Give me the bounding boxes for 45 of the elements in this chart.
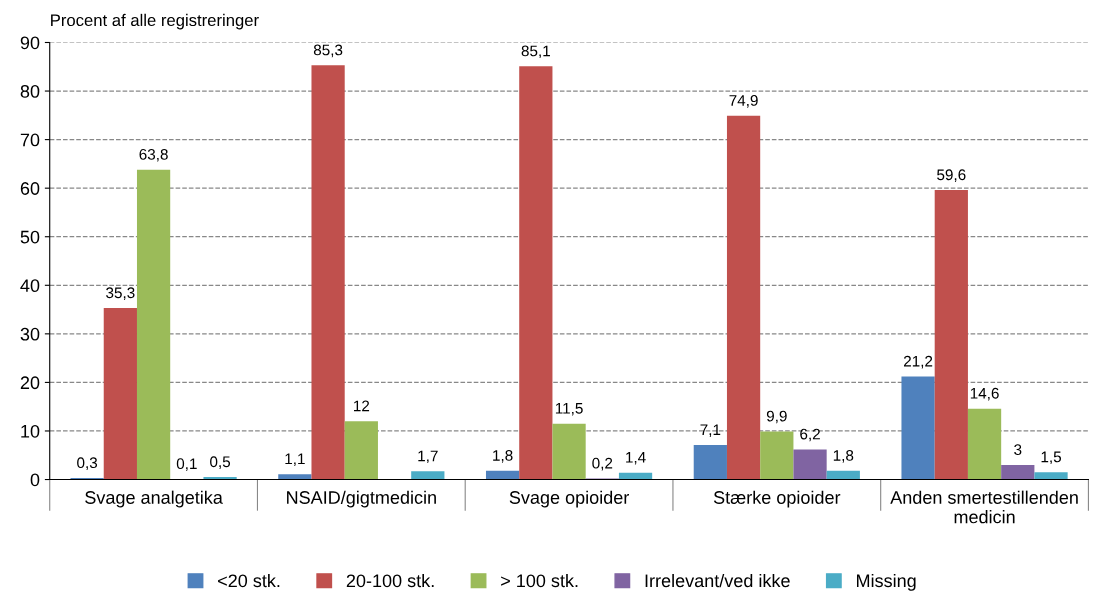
- y-tick-label: 10: [21, 424, 40, 438]
- data-label: 9,9: [766, 410, 787, 424]
- data-label: 1,8: [833, 450, 854, 463]
- x-tick-label: Svage opioider: [509, 490, 630, 508]
- x-tick-label: Stærke opioider: [713, 490, 841, 508]
- legend-label: Irrelevant/ved ikke: [645, 573, 790, 588]
- x-tick-label: NSAID/gigtmedicin: [287, 490, 436, 508]
- data-label: 1,8: [493, 450, 513, 463]
- data-label: 11,5: [555, 403, 583, 416]
- data-label: 35,3: [106, 287, 135, 300]
- data-label: 7,1: [700, 424, 721, 437]
- data-label: 6,2: [800, 428, 820, 442]
- data-label: 3: [1014, 444, 1022, 455]
- y-tick-label: 60: [20, 182, 40, 195]
- data-label: 1,1: [285, 453, 305, 467]
- data-label: 21,2: [903, 355, 933, 369]
- y-tick-label: 50: [20, 230, 40, 244]
- data-label: 12: [354, 400, 370, 412]
- x-tick-label: Svage analgetika: [85, 490, 223, 508]
- y-tick-label: 0: [30, 473, 40, 487]
- y-tick-label: 20: [20, 376, 40, 390]
- data-label: 14,6: [970, 387, 999, 401]
- y-tick-label: 70: [20, 133, 40, 147]
- legend-label: <20 stk.: [218, 573, 280, 588]
- data-label: 1,5: [1041, 451, 1062, 465]
- legend-label: > 100 stk.: [501, 573, 578, 588]
- legend-label: Missing: [857, 573, 916, 591]
- data-label: 59,6: [937, 169, 966, 182]
- data-label: 0,2: [592, 457, 613, 471]
- data-label: 0,3: [77, 457, 98, 470]
- data-label: 63,8: [139, 148, 168, 162]
- y-tick-label: 90: [20, 36, 40, 50]
- data-label: 85,1: [521, 45, 550, 59]
- data-label: 74,9: [729, 95, 758, 108]
- y-tick-label: 40: [20, 279, 40, 293]
- data-label: 0,5: [210, 456, 231, 469]
- y-tick-label: 80: [20, 84, 40, 98]
- data-label: 1,7: [418, 450, 438, 464]
- x-tick-label: Anden smertestillenden medicin: [890, 490, 1078, 524]
- y-tick-label: 30: [20, 327, 40, 341]
- y-axis-title: Procent af alle registreringer: [51, 13, 259, 30]
- data-label: 0,1: [176, 458, 197, 471]
- data-label: 1,4: [626, 452, 646, 465]
- data-label: 85,3: [313, 44, 343, 58]
- legend-label: 20-100 stk.: [346, 573, 434, 588]
